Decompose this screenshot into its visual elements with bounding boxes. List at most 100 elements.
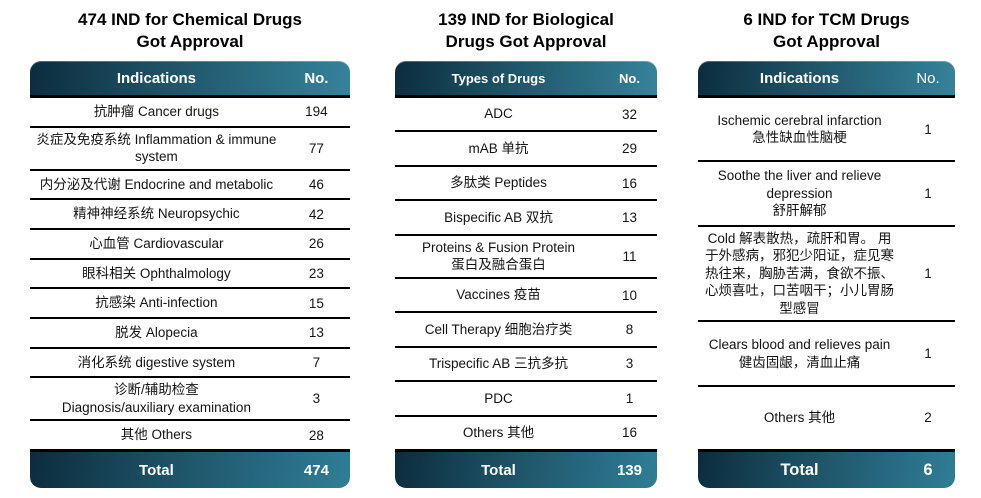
row-label: 眼科相关 Ophthalmology xyxy=(82,265,231,281)
table-total-row: Total 6 xyxy=(698,449,955,488)
row-count: 7 xyxy=(312,354,321,370)
table-row: Clears blood and relieves pain 健齿固龈，清血止痛… xyxy=(698,322,955,387)
header-count-column: No. xyxy=(304,69,329,87)
table-row: Soothe the liver and relieve depression … xyxy=(698,162,955,227)
header-category-column: Indications xyxy=(759,69,840,87)
row-count: 11 xyxy=(622,248,637,264)
row-count: 1 xyxy=(924,346,932,362)
row-count: 3 xyxy=(312,391,321,407)
row-count: 13 xyxy=(621,210,637,226)
table-body: ADC 32 mAB 单抗 29 多肽类 Peptides 16 Bispecific AB… xyxy=(395,98,657,449)
row-label: PDC xyxy=(484,390,513,406)
row-label: Clears blood and relieves pain 健齿固龈，清血止痛 xyxy=(708,336,891,370)
table-body: 抗肿瘤 Cancer drugs 194 炎症及免疫系统 Inflammation … xyxy=(30,98,350,449)
row-label: mAB 单抗 xyxy=(468,140,529,156)
table-card: 6 IND for TCM Drugs Got Approval Indicat… xyxy=(698,0,955,498)
row-count: 13 xyxy=(308,325,324,341)
row-label: 精神神经系统 Neuropsychic xyxy=(73,206,240,222)
table-row: Trispecific AB 三抗多抗 3 xyxy=(395,348,657,383)
data-table: Indications No. 抗肿瘤 Cancer drugs 194 炎症及免疫… xyxy=(30,61,350,488)
row-count: 2 xyxy=(924,410,932,426)
row-label: 心血管 Cardiovascular xyxy=(89,236,224,252)
row-label: 其他 Others xyxy=(120,427,193,443)
total-label: Total xyxy=(139,461,174,479)
row-count: 3 xyxy=(625,356,634,372)
total-value: 474 xyxy=(303,461,329,479)
table-title: 139 IND for Biological Drugs Got Approva… xyxy=(438,10,614,52)
table-row: ADC 32 xyxy=(395,98,657,133)
row-count: 42 xyxy=(308,206,324,222)
row-count: 1 xyxy=(924,265,932,281)
table-row: Vaccines 疫苗 10 xyxy=(395,279,657,314)
table-row: 诊断/辅助检查 Diagnosis/auxiliary examination 3 xyxy=(30,378,350,422)
row-count: 15 xyxy=(308,295,324,311)
row-count: 46 xyxy=(308,177,324,193)
table-row: Cold 解表散热，疏肝和胃。 用于外感病，邪犯少阳证，症见寒热往来，胸胁苦满，… xyxy=(698,227,955,323)
table-row: 多肽类 Peptides 16 xyxy=(395,167,657,202)
row-label: Others 其他 xyxy=(763,410,836,426)
row-label: ADC xyxy=(484,106,513,122)
row-count: 23 xyxy=(308,265,324,281)
table-row: 精神神经系统 Neuropsychic 42 xyxy=(30,200,350,231)
total-label: Total xyxy=(481,461,516,479)
row-count: 16 xyxy=(621,425,637,441)
row-label: 多肽类 Peptides xyxy=(450,175,547,191)
row-label: 诊断/辅助检查 Diagnosis/auxiliary examination xyxy=(61,382,251,415)
table-total-row: Total 474 xyxy=(30,449,350,488)
header-category-column: Types of Drugs xyxy=(451,70,546,86)
row-count: 1 xyxy=(924,185,932,201)
row-count: 1 xyxy=(625,390,634,406)
row-label: Cold 解表散热，疏肝和胃。 用于外感病，邪犯少阳证，症见寒热往来，胸胁苦满，… xyxy=(705,230,895,316)
header-count-column: No. xyxy=(916,69,940,87)
header-category-column: Indications xyxy=(116,69,196,87)
table-row: 内分泌及代谢 Endocrine and metabolic 46 xyxy=(30,171,350,201)
row-label: 抗感染 Anti-infection xyxy=(95,295,218,311)
table-row: 抗感染 Anti-infection 15 xyxy=(30,289,350,319)
row-count: 1 xyxy=(924,121,932,137)
table-row: 心血管 Cardiovascular 26 xyxy=(30,230,350,260)
table-body: Ischemic cerebral infarction 急性缺血性脑梗 1 Soo… xyxy=(698,98,955,449)
table-row: 脱发 Alopecia 13 xyxy=(30,319,350,349)
row-label: Vaccines 疫苗 xyxy=(456,287,541,303)
table-header-row: Indications No. xyxy=(30,61,350,98)
row-count: 28 xyxy=(308,427,324,443)
row-count: 32 xyxy=(621,106,637,122)
row-label: Others 其他 xyxy=(462,425,535,441)
table-header-row: Indications No. xyxy=(698,61,955,98)
total-label: Total xyxy=(780,460,819,479)
table-row: Ischemic cerebral infarction 急性缺血性脑梗 1 xyxy=(698,98,955,163)
table-row: mAB 单抗 29 xyxy=(395,132,657,167)
row-label: 消化系统 digestive system xyxy=(77,354,236,370)
row-count: 26 xyxy=(308,236,324,252)
table-row: 抗肿瘤 Cancer drugs 194 xyxy=(30,98,350,128)
table-row: PDC 1 xyxy=(395,382,657,417)
table-total-row: Total 139 xyxy=(395,449,657,488)
row-count: 8 xyxy=(625,322,634,337)
table-title: 474 IND for Chemical Drugs Got Approval xyxy=(78,10,302,52)
data-table: Types of Drugs No. ADC 32 mAB 单抗 29 多肽类 Pept… xyxy=(395,61,657,488)
table-row: 消化系统 digestive system 7 xyxy=(30,349,350,379)
table-row: 其他 Others 28 xyxy=(30,421,350,449)
table-header-row: Types of Drugs No. xyxy=(395,61,657,98)
row-label: Proteins & Fusion Protein 蛋白及融合蛋白 xyxy=(421,239,576,273)
table-row: 眼科相关 Ophthalmology 23 xyxy=(30,260,350,290)
row-label: Trispecific AB 三抗多抗 xyxy=(428,356,568,372)
table-row: Others 其他 2 xyxy=(698,387,955,449)
row-count: 29 xyxy=(621,141,637,157)
total-value: 139 xyxy=(616,461,642,479)
row-label: 抗肿瘤 Cancer drugs xyxy=(93,104,220,120)
row-label: 内分泌及代谢 Endocrine and metabolic xyxy=(39,176,274,192)
row-label: Bispecific AB 双抗 xyxy=(444,209,553,225)
table-title: 6 IND for TCM Drugs Got Approval xyxy=(743,10,910,52)
row-label: 脱发 Alopecia xyxy=(115,324,198,340)
table-card: 139 IND for Biological Drugs Got Approva… xyxy=(395,0,657,498)
total-value: 6 xyxy=(923,460,933,479)
table-row: Cell Therapy 细胞治疗类 8 xyxy=(395,313,657,348)
row-count: 194 xyxy=(305,104,328,120)
row-label: Cell Therapy 细胞治疗类 xyxy=(424,321,573,337)
table-row: Others 其他 16 xyxy=(395,417,657,449)
data-table: Indications No. Ischemic cerebral infarc… xyxy=(698,61,955,488)
table-card: 474 IND for Chemical Drugs Got Approval … xyxy=(30,0,350,498)
row-count: 16 xyxy=(621,175,637,191)
